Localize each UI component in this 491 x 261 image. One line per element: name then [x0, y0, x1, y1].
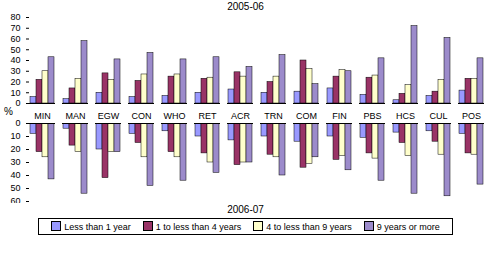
svg-text:40: 40: [10, 55, 20, 65]
html-text:Less than 1 year: Less than 1 year: [64, 222, 131, 232]
svg-text:50: 50: [10, 45, 20, 55]
svg-text:30: 30: [10, 66, 20, 76]
svg-text:HCS: HCS: [396, 111, 415, 119]
svg-text:TRN: TRN: [264, 111, 283, 119]
html-text:2005-06: 2005-06: [227, 1, 264, 12]
svg-text:MIN: MIN: [34, 111, 51, 119]
svg-text:CON: CON: [132, 111, 152, 119]
svg-text:EGW: EGW: [98, 111, 120, 119]
svg-text:PBS: PBS: [363, 111, 381, 119]
html-text:9 years or more: 9 years or more: [376, 222, 440, 232]
html-text:1 to less than 4 years: 1 to less than 4 years: [155, 222, 242, 232]
svg-text:RET: RET: [199, 111, 218, 119]
svg-text:70: 70: [10, 23, 20, 33]
svg-text:80: 80: [10, 13, 20, 22]
svg-text:COM: COM: [296, 111, 317, 119]
svg-text:ACR: ACR: [231, 111, 251, 119]
svg-text:60: 60: [10, 34, 20, 44]
svg-text:MAN: MAN: [66, 111, 86, 119]
svg-text:40: 40: [10, 170, 20, 180]
html-text:4 to less than 9 years: 4 to less than 9 years: [266, 222, 352, 232]
svg-text:20: 20: [10, 77, 20, 87]
svg-text:60: 60: [10, 196, 20, 203]
svg-text:POS: POS: [462, 111, 481, 119]
svg-text:0: 0: [15, 119, 20, 128]
svg-text:50: 50: [10, 183, 20, 193]
svg-text:0: 0: [15, 98, 20, 108]
svg-text:CUL: CUL: [429, 111, 447, 119]
svg-text:20: 20: [10, 144, 20, 154]
svg-text:30: 30: [10, 157, 20, 167]
svg-text:WHO: WHO: [164, 111, 186, 119]
svg-text:10: 10: [10, 88, 20, 98]
svg-text:10: 10: [10, 131, 20, 141]
html-text:2006-07: 2006-07: [227, 204, 264, 215]
svg-text:FIN: FIN: [332, 111, 347, 119]
